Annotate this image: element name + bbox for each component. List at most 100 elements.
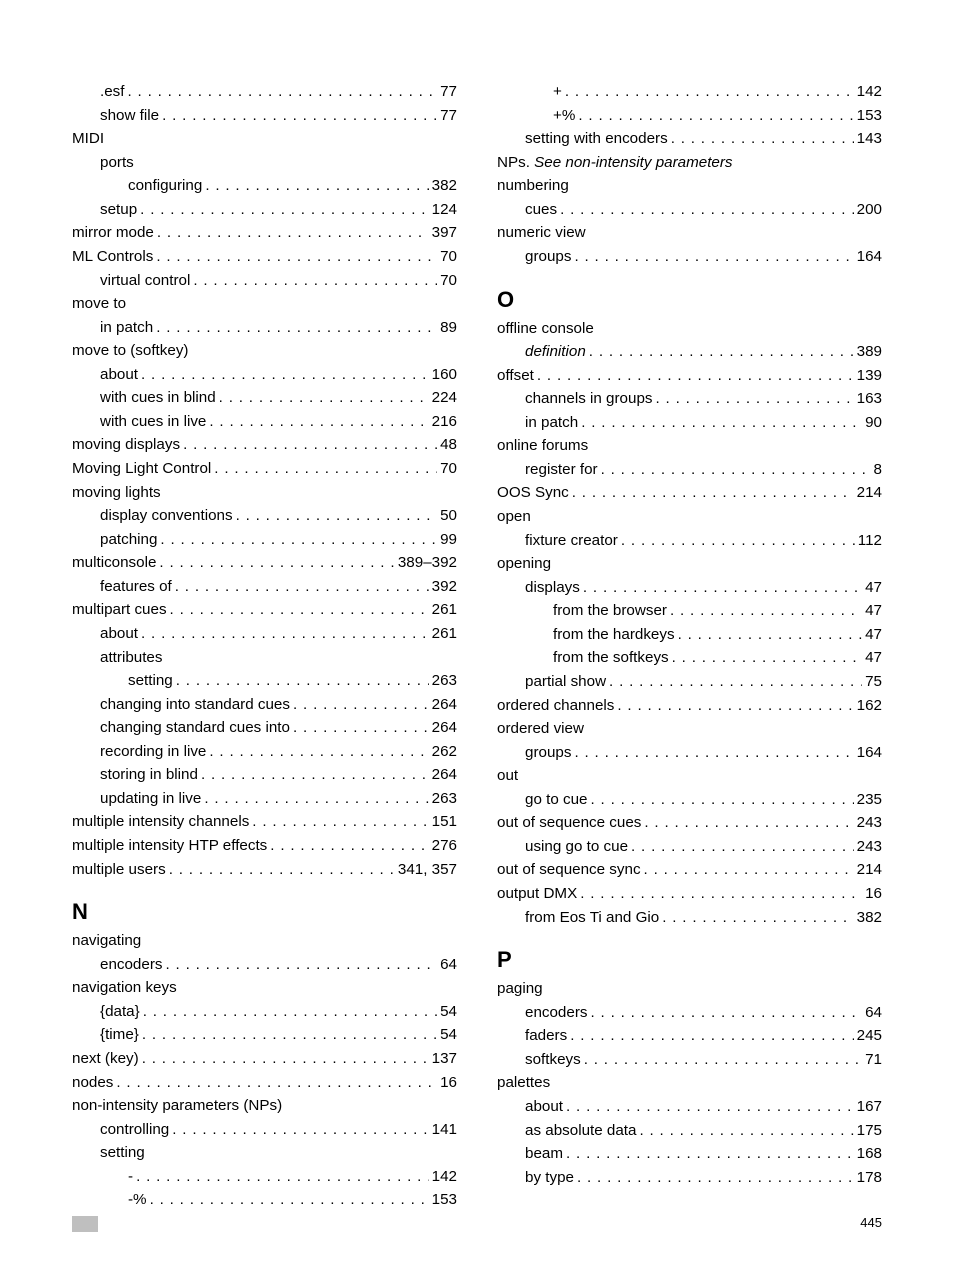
index-entry-leader-dots	[136, 1165, 429, 1189]
index-entry-leader-dots	[590, 1001, 862, 1025]
index-entry-leader-dots	[142, 1023, 437, 1047]
index-entry: setting263	[72, 669, 457, 693]
index-entry: next (key)137	[72, 1047, 457, 1071]
index-entry-label: offset	[497, 364, 534, 388]
index-entry-leader-dots	[204, 787, 428, 811]
index-entry-leader-dots	[159, 551, 394, 575]
index-entry: channels in groups163	[497, 387, 882, 411]
index-entry-label: setting	[100, 1141, 145, 1165]
index-entry: {time}54	[72, 1023, 457, 1047]
index-entry-page: 276	[432, 834, 457, 858]
index-entry: from the softkeys47	[497, 646, 882, 670]
index-entry-label: MIDI	[72, 127, 104, 151]
index-columns: .esf77show file77MIDIportsconfiguring382…	[72, 80, 882, 1212]
index-entry: moving displays48	[72, 433, 457, 457]
index-entry-page: 137	[432, 1047, 457, 1071]
index-entry: configuring382	[72, 174, 457, 198]
index-entry-leader-dots	[644, 858, 854, 882]
index-entry: with cues in live216	[72, 410, 457, 434]
index-entry-leader-dots	[631, 835, 854, 859]
index-entry: controlling141	[72, 1118, 457, 1142]
index-entry-label: from Eos Ti and Gio	[525, 906, 659, 930]
index-entry-leader-dots	[162, 104, 437, 128]
index-entry-page: 262	[432, 740, 457, 764]
index-entry-label: out of sequence sync	[497, 858, 641, 882]
index-entry-page: 261	[432, 598, 457, 622]
index-entry: changing into standard cues264	[72, 693, 457, 717]
index-entry: displays47	[497, 576, 882, 600]
index-entry-leader-dots	[172, 1118, 428, 1142]
index-entry-label: numbering	[497, 174, 569, 198]
index-entry-leader-dots	[236, 504, 438, 528]
index-entry-page: 75	[865, 670, 882, 694]
index-entry-page: 112	[858, 529, 882, 553]
index-entry-page: 124	[432, 198, 457, 222]
index-entry-label: setting	[128, 669, 173, 693]
index-entry-leader-dots	[578, 104, 853, 128]
index-entry-leader-dots	[537, 364, 854, 388]
index-entry: offset139	[497, 364, 882, 388]
index-entry-label: move to	[72, 292, 126, 316]
index-entry-label: .esf	[100, 80, 124, 104]
index-entry-page: 235	[857, 788, 882, 812]
index-entry-label: setup	[100, 198, 137, 222]
index-entry-page: 16	[865, 882, 882, 906]
index-entry-leader-dots	[169, 858, 395, 882]
index-entry-page: 153	[432, 1188, 457, 1212]
index-entry: storing in blind264	[72, 763, 457, 787]
index-entry-page: 153	[857, 104, 882, 128]
index-entry: recording in live262	[72, 740, 457, 764]
index-entry-page: 263	[432, 787, 457, 811]
index-entry-label: changing standard cues into	[100, 716, 290, 740]
index-entry-label: in patch	[525, 411, 578, 435]
index-entry: faders245	[497, 1024, 882, 1048]
index-entry: +%153	[497, 104, 882, 128]
index-entry: encoders64	[72, 953, 457, 977]
index-entry-page: 175	[857, 1119, 882, 1143]
index-entry-leader-dots	[165, 953, 437, 977]
index-entry-label: faders	[525, 1024, 567, 1048]
index-entry: -142	[72, 1165, 457, 1189]
index-entry-page: 382	[432, 174, 457, 198]
index-entry-label: encoders	[525, 1001, 587, 1025]
index-entry-page: 164	[857, 245, 882, 269]
index-entry-label: output DMX	[497, 882, 577, 906]
right-column: +142+%153setting with encoders143NPs. Se…	[497, 80, 882, 1212]
index-entry-label: ordered view	[497, 717, 584, 741]
index-entry: out of sequence cues243	[497, 811, 882, 835]
index-entry-label: with cues in live	[100, 410, 206, 434]
index-section-heading: N	[72, 899, 457, 925]
index-entry-label: about	[525, 1095, 563, 1119]
index-entry: multipart cues261	[72, 598, 457, 622]
index-entry: groups164	[497, 245, 882, 269]
index-entry-leader-dots	[566, 1142, 854, 1166]
index-entry-label: register for	[525, 458, 598, 482]
index-entry-label: definition	[525, 340, 586, 364]
index-entry-leader-dots	[143, 1000, 437, 1024]
index-entry: multiconsole389–392	[72, 551, 457, 575]
index-entry-page: 50	[440, 504, 457, 528]
index-entry-label: moving displays	[72, 433, 180, 457]
index-entry: +142	[497, 80, 882, 104]
index-entry: ports	[72, 151, 457, 175]
index-entry-page: 167	[857, 1095, 882, 1119]
index-entry-leader-dots	[156, 245, 437, 269]
index-entry-label: mirror mode	[72, 221, 154, 245]
index-entry-label: displays	[525, 576, 580, 600]
index-entry-leader-dots	[252, 810, 428, 834]
index-entry-leader-dots	[621, 529, 855, 553]
index-entry: output DMX 16	[497, 882, 882, 906]
index-entry: from Eos Ti and Gio382	[497, 906, 882, 930]
index-entry: nodes16	[72, 1071, 457, 1095]
index-entry-page: 214	[857, 858, 882, 882]
index-entry: from the browser47	[497, 599, 882, 623]
index-entry-page: 54	[440, 1000, 457, 1024]
index-section-heading: O	[497, 287, 882, 313]
index-entry: as absolute data175	[497, 1119, 882, 1143]
index-entry: -%153	[72, 1188, 457, 1212]
index-entry: NPs. See non-intensity parameters	[497, 151, 882, 175]
index-entry-label: offline console	[497, 317, 594, 341]
index-entry-leader-dots	[560, 198, 854, 222]
index-entry-leader-dots	[589, 340, 854, 364]
index-entry-page: 160	[432, 363, 457, 387]
